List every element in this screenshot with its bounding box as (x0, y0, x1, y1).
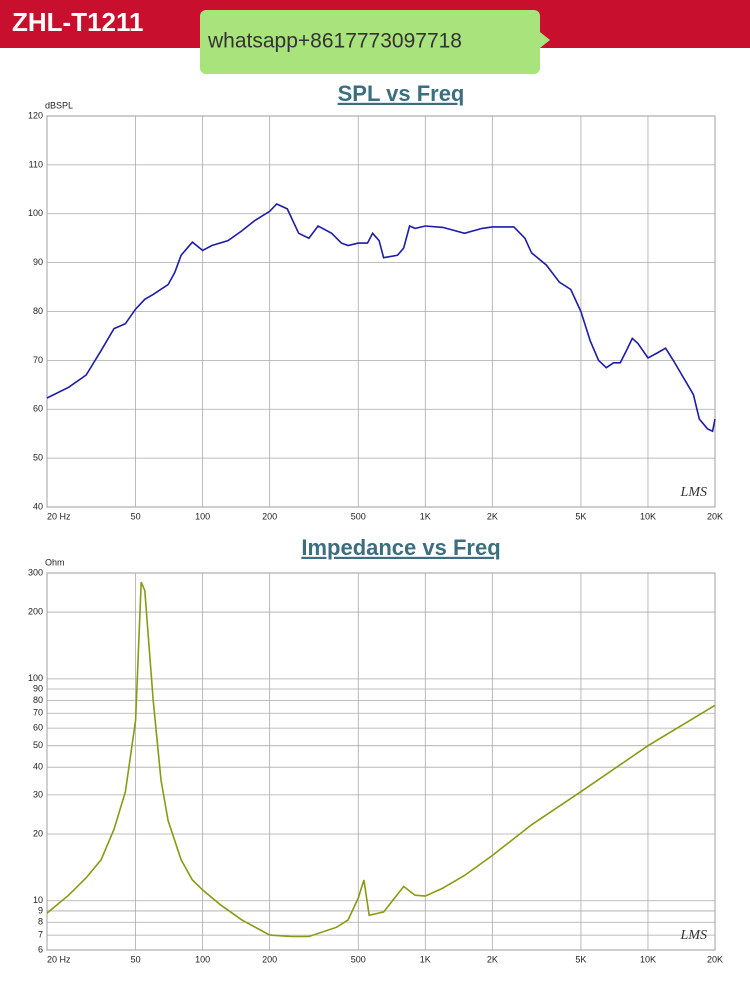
x-tick-label: 5K (575, 954, 586, 964)
x-tick-label: 200 (262, 511, 277, 521)
chart-title: Impedance vs Freq (301, 535, 500, 560)
y-tick-label: 80 (33, 306, 43, 316)
y-tick-label: 80 (33, 695, 43, 705)
y-tick-label: 7 (38, 930, 43, 940)
y-tick-label: 10 (33, 895, 43, 905)
y-tick-label: 6 (38, 944, 43, 954)
y-tick-label: 90 (33, 257, 43, 267)
x-tick-label: 10K (640, 511, 656, 521)
chart-title: SPL vs Freq (338, 81, 465, 106)
bubble-tip (540, 32, 550, 48)
model: ZHL-T1211 (12, 7, 144, 37)
x-tick-label: 50 (131, 954, 141, 964)
x-tick-label: 10K (640, 954, 656, 964)
y-tick-label: 300 (28, 567, 43, 577)
x-tick-label: 200 (262, 954, 277, 964)
y-tick-label: 30 (33, 789, 43, 799)
bubble (200, 10, 540, 74)
charts: SPL vs FreqdBSPL40506070809010011012020 … (28, 81, 723, 965)
y-tick-label: 70 (33, 708, 43, 718)
y-tick-label: 120 (28, 110, 43, 120)
x-tick-label: 1K (420, 954, 431, 964)
x-tick-label: 20 Hz (47, 511, 71, 521)
y-tick-label: 60 (33, 722, 43, 732)
line-series (46, 581, 716, 938)
x-tick-label: 20K (707, 954, 723, 964)
y-axis-label: Ohm (45, 557, 65, 567)
y-axis-label: dBSPL (45, 100, 73, 110)
x-tick-label: 2K (487, 511, 498, 521)
y-tick-label: 110 (29, 159, 43, 169)
watermark: LMS (680, 485, 707, 500)
line-series (46, 203, 716, 433)
y-tick-label: 200 (28, 606, 43, 616)
header: ZHL-T1211 whatsapp+8617773097718 (0, 0, 750, 74)
x-tick-label: 20K (707, 511, 723, 521)
x-tick-label: 100 (195, 954, 210, 964)
y-tick-label: 40 (33, 501, 43, 511)
x-tick-label: 500 (351, 511, 366, 521)
x-tick-label: 50 (131, 511, 141, 521)
contact: whatsapp+8617773097718 (207, 30, 462, 53)
y-tick-label: 50 (33, 740, 43, 750)
y-tick-label: 100 (28, 208, 43, 218)
x-tick-label: 500 (351, 954, 366, 964)
y-tick-label: 100 (28, 673, 43, 683)
y-tick-label: 60 (33, 404, 43, 414)
plot-area (46, 572, 716, 951)
x-tick-label: 20 Hz (47, 954, 71, 964)
x-tick-label: 100 (195, 511, 210, 521)
y-tick-label: 50 (33, 453, 43, 463)
x-tick-label: 2K (487, 954, 498, 964)
y-tick-label: 70 (33, 355, 43, 365)
x-tick-label: 5K (575, 511, 586, 521)
y-tick-label: 20 (33, 828, 43, 838)
y-tick-label: 9 (38, 905, 43, 915)
watermark: LMS (680, 928, 707, 943)
y-tick-label: 90 (33, 683, 43, 693)
x-tick-label: 1K (420, 511, 431, 521)
y-tick-label: 40 (33, 762, 43, 772)
y-tick-label: 8 (38, 917, 43, 927)
